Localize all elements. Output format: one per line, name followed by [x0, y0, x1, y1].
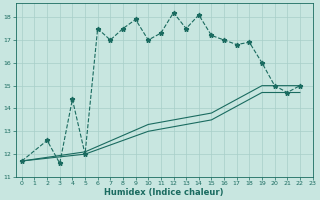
X-axis label: Humidex (Indice chaleur): Humidex (Indice chaleur) — [104, 188, 224, 197]
